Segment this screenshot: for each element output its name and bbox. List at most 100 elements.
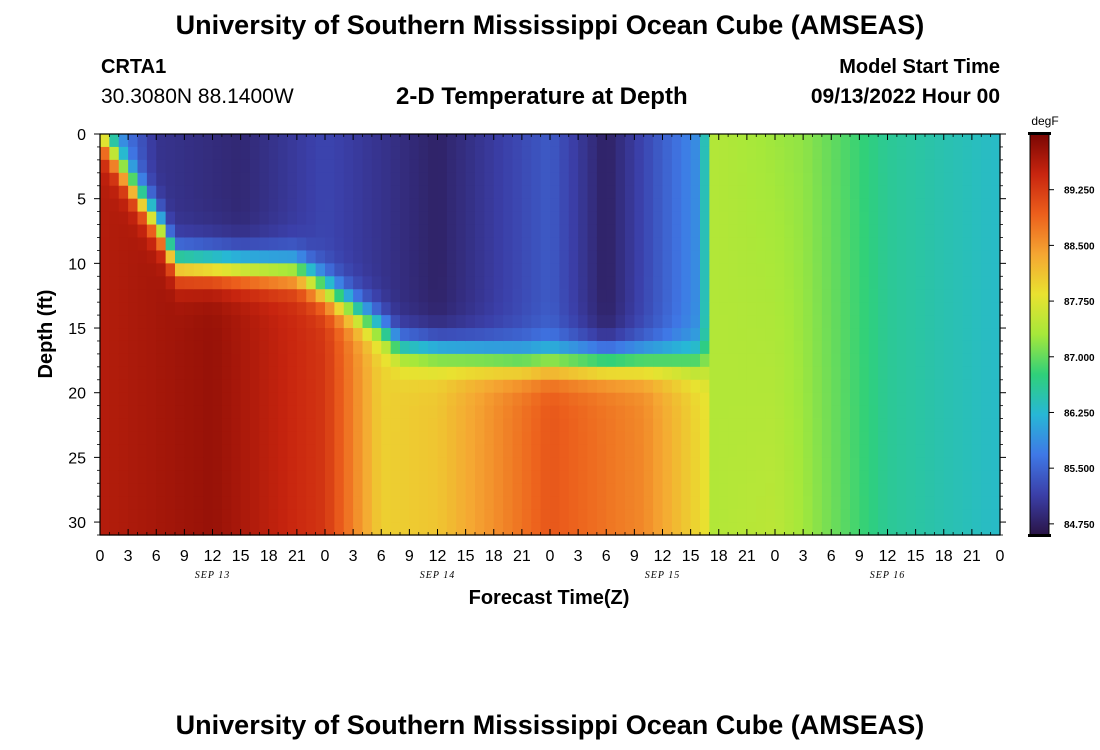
heatmap-cell [690, 289, 701, 303]
heatmap-cell [915, 302, 926, 316]
heatmap-cell [906, 509, 917, 523]
heatmap-cell [240, 276, 251, 290]
heatmap-cell [625, 237, 635, 252]
heatmap-cell [915, 392, 926, 407]
heatmap-cell [475, 483, 485, 497]
heatmap-cell [531, 340, 542, 355]
heatmap-cell [803, 418, 814, 433]
heatmap-cell [878, 340, 889, 355]
heatmap-cell [456, 496, 467, 510]
heatmap-cell [559, 431, 570, 446]
heatmap-cell [625, 470, 635, 484]
heatmap-cell [606, 470, 617, 484]
heatmap-cell [906, 522, 917, 536]
heatmap-cell [156, 483, 167, 497]
heatmap-cell [812, 509, 823, 523]
heatmap-cell [859, 224, 870, 239]
heatmap-cell [887, 159, 898, 174]
heatmap-cell [109, 250, 120, 264]
heatmap-cell [240, 263, 251, 277]
heatmap-cell [240, 496, 251, 510]
heatmap-cell [315, 289, 326, 303]
heatmap-cell [896, 302, 907, 316]
heatmap-cell [812, 431, 823, 446]
heatmap-cell [437, 522, 448, 536]
heatmap-cell [596, 276, 607, 290]
heatmap-cell [221, 250, 232, 264]
heatmap-cell [409, 250, 420, 264]
heatmap-cell [146, 340, 157, 355]
heatmap-cell [709, 263, 720, 277]
heatmap-cell [437, 263, 448, 277]
heatmap-cell [887, 522, 898, 536]
heatmap-cell [896, 418, 907, 433]
heatmap-cell [934, 522, 945, 536]
heatmap-cell [428, 418, 439, 433]
heatmap-cell [343, 496, 354, 510]
y-tick-label: 25 [68, 450, 86, 467]
heatmap-cell [465, 185, 476, 200]
heatmap-cell [653, 457, 664, 471]
heatmap-cell [128, 289, 139, 303]
heatmap-cell [587, 263, 598, 277]
heatmap-cell [850, 198, 860, 213]
heatmap-cell [381, 250, 392, 264]
heatmap-cell [493, 134, 504, 148]
heatmap-cell [690, 483, 701, 497]
heatmap-cell [662, 444, 673, 458]
heatmap-cell [606, 340, 617, 355]
heatmap-cell [831, 185, 842, 200]
heatmap-cell [821, 366, 832, 381]
heatmap-cell [615, 224, 626, 239]
heatmap-cell [756, 289, 767, 303]
heatmap-cell [287, 224, 298, 239]
heatmap-cell [325, 134, 335, 148]
heatmap-cell [821, 509, 832, 523]
heatmap-cell [718, 159, 729, 174]
heatmap-cell [371, 276, 382, 290]
heatmap-cell [353, 302, 364, 316]
heatmap-cell [184, 483, 195, 497]
heatmap-cell [634, 198, 645, 213]
heatmap-cell [803, 237, 814, 252]
heatmap-cell [540, 289, 551, 303]
heatmap-cell [306, 457, 317, 471]
heatmap-cell [315, 302, 326, 316]
heatmap-cell [550, 483, 560, 497]
heatmap-cell [465, 496, 476, 510]
heatmap-cell [259, 276, 270, 290]
heatmap-cell [728, 328, 739, 342]
heatmap-cell [915, 522, 926, 536]
heatmap-cell [409, 224, 420, 239]
heatmap-cell [700, 289, 710, 303]
heatmap-cell [128, 134, 139, 148]
heatmap-cell [268, 185, 279, 200]
heatmap-cell [521, 289, 532, 303]
heatmap-cell [775, 366, 785, 381]
heatmap-cell [578, 328, 589, 342]
heatmap-cell [531, 392, 542, 407]
heatmap-cell [925, 470, 935, 484]
heatmap-cell [493, 340, 504, 355]
heatmap-cell [737, 146, 748, 161]
heatmap-cell [221, 379, 232, 394]
heatmap-cell [934, 418, 945, 433]
heatmap-cell [850, 340, 860, 355]
heatmap-cell [184, 250, 195, 264]
x-tick-label: 18 [485, 548, 503, 565]
heatmap-cell [278, 431, 289, 446]
heatmap-cell [643, 159, 654, 174]
heatmap-cell [653, 522, 664, 536]
heatmap-cell [212, 509, 223, 523]
heatmap-cell [287, 522, 298, 536]
heatmap-cell [446, 483, 457, 497]
heatmap-cell [859, 185, 870, 200]
heatmap-cell [100, 302, 110, 316]
heatmap-cell [521, 340, 532, 355]
heatmap-cell [587, 457, 598, 471]
heatmap-cell [109, 198, 120, 213]
heatmap-cell [587, 159, 598, 174]
heatmap-cell [568, 185, 579, 200]
heatmap-cell [681, 496, 692, 510]
colorbar-unit: degF [1031, 114, 1058, 128]
